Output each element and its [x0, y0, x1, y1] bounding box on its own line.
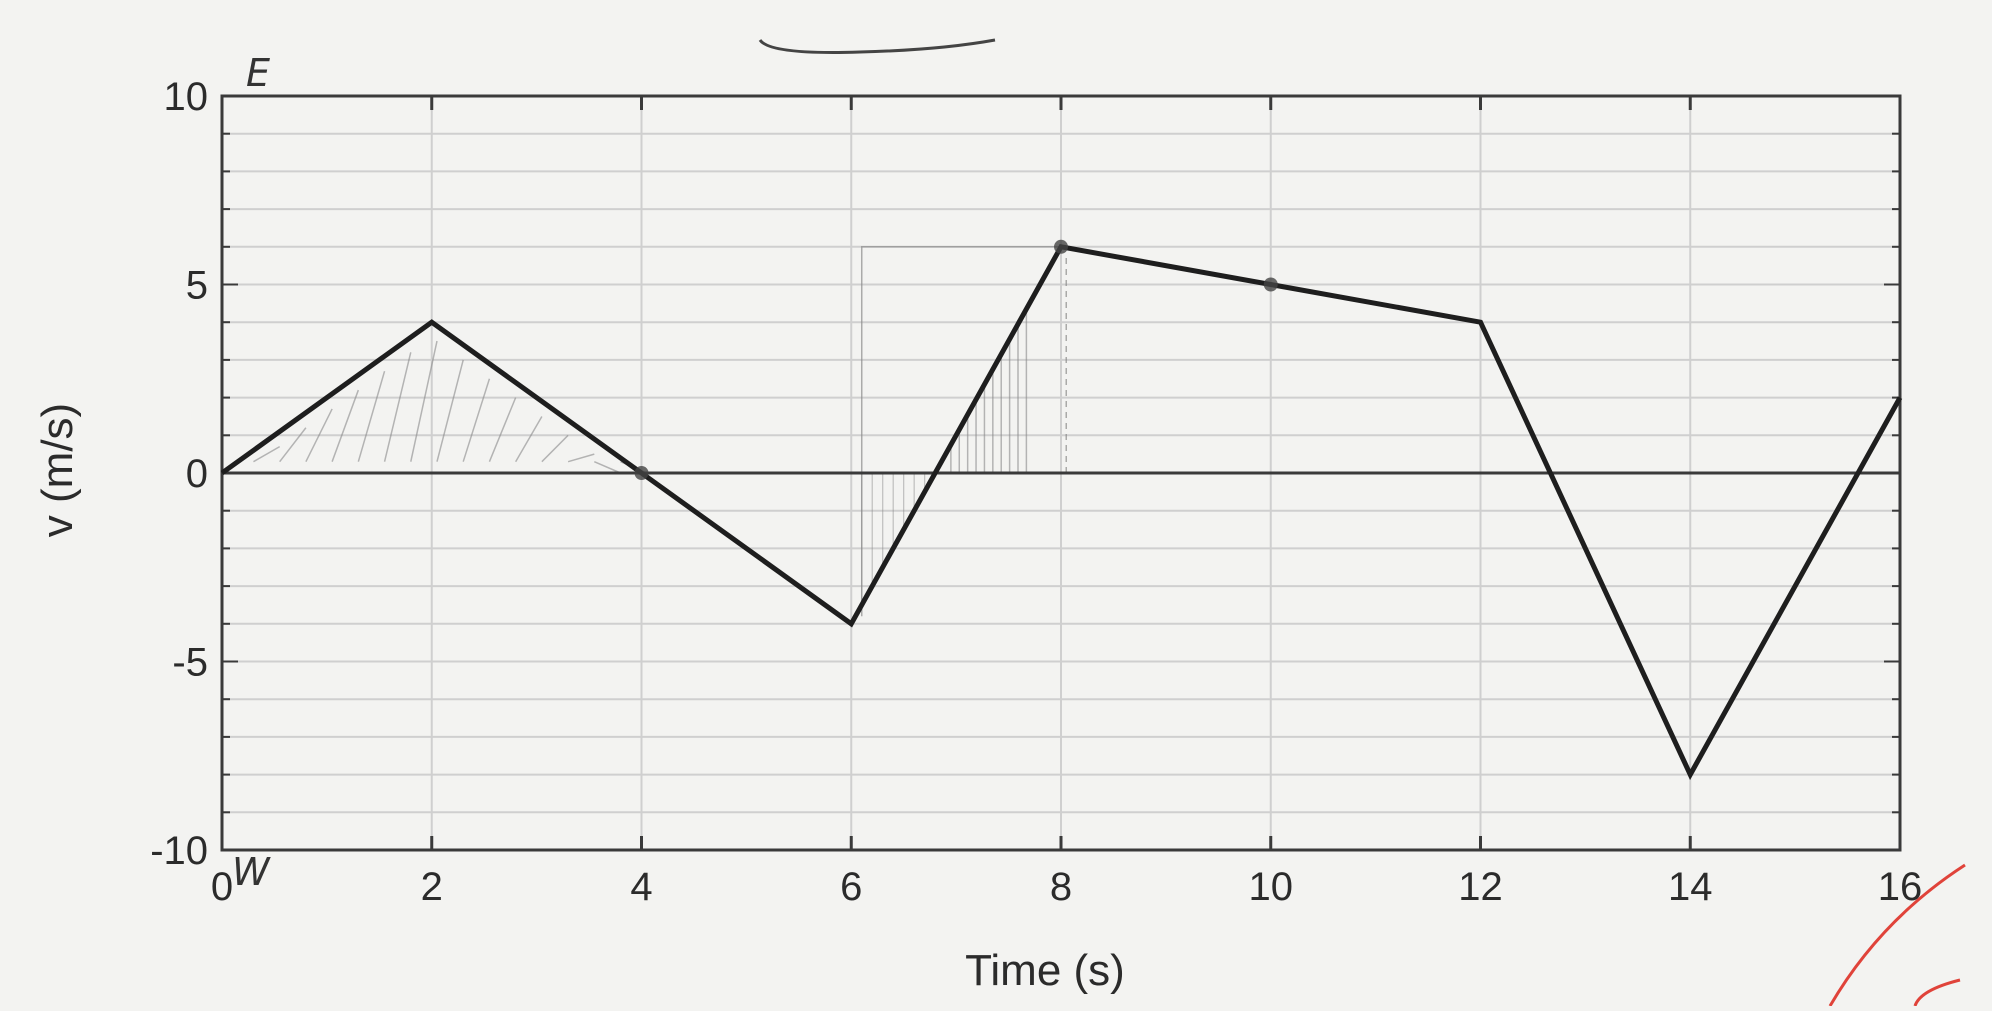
x-tick-label: 8 [1050, 865, 1072, 909]
y-tick-label: 0 [186, 452, 208, 496]
pencil-hatch [410, 340, 438, 462]
pencil-box [860, 246, 1072, 617]
red-pen-mark [1828, 863, 1966, 1007]
pencil-squiggle [758, 38, 996, 54]
pencil-hatch [331, 389, 360, 462]
y-tick-label: 10 [164, 75, 209, 119]
x-tick-label: 10 [1249, 865, 1294, 909]
y-tick-label: -5 [172, 641, 208, 685]
pencil-dot [1054, 239, 1068, 254]
x-tick-label: 16 [1878, 865, 1923, 909]
labels-layer: 0 2 4 6 8 10 12 14 16 -10 -5 0 5 10 [150, 75, 1922, 909]
x-axis-title: Time (s) [965, 946, 1125, 995]
pencil-hatch [305, 408, 333, 463]
pencil-hatch [541, 434, 569, 463]
pencil-hatch [357, 371, 386, 462]
pencil-hatch [462, 378, 491, 462]
x-tick-label: 12 [1458, 865, 1503, 909]
x-tick-label: 6 [840, 865, 862, 909]
y-axis-title: v (m/s) [33, 403, 82, 537]
pencil-hatch [253, 445, 281, 463]
pencil-hatch [488, 397, 517, 462]
pencil-shading [253, 38, 1966, 1007]
handwritten-w-mark: W [232, 850, 271, 894]
pencil-hatch [279, 427, 307, 463]
pencil-dot [1263, 277, 1278, 292]
pencil-dot [634, 466, 649, 480]
y-tick-label: 5 [186, 264, 208, 308]
pencil-hatch [594, 461, 621, 474]
pencil-hatch [515, 416, 543, 463]
pencil-hatch [436, 359, 464, 462]
pencil-hatch [383, 352, 412, 462]
handwritten-e-mark: E [246, 51, 270, 95]
red-pen-mark [1913, 978, 1961, 1007]
x-tick-label: 2 [421, 865, 443, 909]
x-tick-label: 0 [211, 865, 233, 909]
series-layer [220, 239, 1903, 781]
x-tick-label: 14 [1668, 865, 1713, 909]
y-tick-label: -10 [150, 829, 208, 873]
pencil-hatch [567, 453, 595, 463]
x-tick-label: 4 [630, 865, 652, 909]
